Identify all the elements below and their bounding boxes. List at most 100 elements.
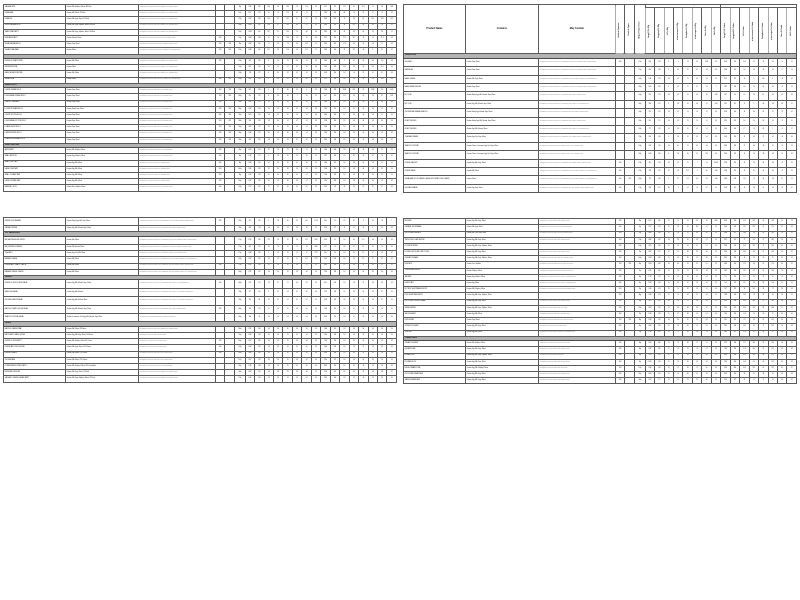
cell-perproduct-3: 9.4 bbox=[748, 166, 760, 177]
cell-may-contain: Not suitable for someone with a milk, mu… bbox=[537, 141, 616, 152]
cell-contains: Contains Milk, Wheat bbox=[64, 235, 139, 246]
cell-may-contain: Not suitable for someone with a celery, … bbox=[537, 74, 616, 85]
cell-vegan bbox=[224, 312, 236, 323]
section-label: BREAD ROLLS bbox=[3, 82, 397, 89]
cell-per100g-0: 1570 bbox=[644, 377, 656, 385]
cell-perproduct-5: 9.2 bbox=[367, 216, 379, 227]
cell-weight: 172g bbox=[634, 183, 646, 194]
cell-vegetarian bbox=[614, 150, 626, 160]
cell-perproduct-7: 9.2 bbox=[786, 74, 797, 85]
cell-vegan bbox=[624, 74, 636, 85]
cell-per100g-1: 181 bbox=[654, 125, 665, 135]
cell-weight: 193g bbox=[634, 116, 646, 127]
cell-may-contain: Not suitable for someone with a celery, … bbox=[137, 287, 216, 298]
cell-perproduct-4: 100 bbox=[758, 74, 769, 85]
cell-vegan bbox=[224, 235, 236, 246]
cell-perproduct-6: 9.9 bbox=[776, 91, 788, 101]
cell-per100g-7: 9.3 bbox=[710, 57, 722, 68]
cell-vegetarian bbox=[214, 235, 226, 246]
cell-perproduct-5: 9.4 bbox=[367, 235, 379, 246]
cell-per100g-1: 264 bbox=[254, 375, 265, 383]
cell-per100g-3: 9.7 bbox=[272, 279, 284, 289]
cell-may-contain: Not suitable for someone with a celery, … bbox=[137, 235, 216, 246]
cell-perproduct-6: 30 bbox=[776, 133, 788, 143]
cell-contains: Contains Soya, Wheat bbox=[464, 57, 539, 68]
header-nutrient-13: of which sugars Per Product bbox=[768, 7, 778, 54]
header-nutrient-9: Energy (kcal) Per Product bbox=[730, 7, 740, 54]
cell-per100g-2: 9 bbox=[263, 216, 275, 227]
cell-perproduct-1: 307 bbox=[729, 183, 741, 194]
cell-perproduct-0: 1870 bbox=[320, 375, 331, 383]
cell-per100g-0: 918 bbox=[644, 57, 656, 68]
cell-perproduct-6: 9.7 bbox=[376, 287, 388, 298]
cell-per100g-4: 17 bbox=[282, 279, 293, 289]
section-header-row: BREAD ROLLS bbox=[3, 82, 397, 89]
section-header-row: HOT SANDWICHES bbox=[3, 231, 397, 237]
cell-perproduct-5: 9.9 bbox=[367, 375, 379, 383]
cell-may-contain: Not suitable for someone with a celery, … bbox=[137, 296, 216, 306]
cell-vegetarian: YES bbox=[214, 304, 226, 315]
table-row: CHEESE PLOUGHMANS Contains Barley, Egg, M… bbox=[3, 216, 397, 227]
table-row: STEM GINGER BISCUIT Contains Sulphites, W… bbox=[403, 267, 797, 275]
cell-perproduct-3: 38 bbox=[748, 91, 760, 101]
cell-contains: Contains Egg, Soya, Wheat bbox=[464, 183, 539, 194]
cell-vegetarian: YES bbox=[614, 158, 626, 169]
cell-per100g-6: 9.1 bbox=[701, 158, 712, 169]
cell-vegetarian: YES bbox=[614, 377, 626, 385]
cell-contains: Contains Milk, Soya, Sulphites, Wheat, 1… bbox=[64, 375, 139, 383]
cell-contains: Contains Egg, Milk, Mustard, Soya, Wheat bbox=[464, 99, 539, 110]
cell-per100g-1: 207 bbox=[654, 108, 665, 118]
section-label: SWEET PASTRIES bbox=[3, 142, 397, 149]
cell-may-contain: Not suitable for someone with a nuts, su… bbox=[537, 377, 616, 385]
table-row: YUM YUM Contains Egg, Milk, Wheat Not suit… bbox=[403, 329, 797, 337]
table-gap bbox=[404, 193, 797, 219]
section-header-row: SALADS bbox=[3, 274, 397, 281]
cell-perproduct-0: 1285 bbox=[720, 116, 731, 127]
table-row: CHEESE STRAWS Contains Milk, Wheat, 27% C… bbox=[3, 350, 397, 358]
cell-contains: Contains Soya, Wheat bbox=[464, 83, 539, 93]
cell-per100g-6: 3.6 bbox=[701, 91, 712, 101]
cell-perproduct-5: 9.4 bbox=[767, 83, 779, 93]
cell-perproduct-4: 20 bbox=[358, 296, 369, 306]
cell-perproduct-3: 2.5 bbox=[748, 57, 760, 68]
cell-per100g-1: 234 bbox=[654, 158, 665, 169]
cell-vegan bbox=[624, 99, 636, 110]
cell-weight: 184g bbox=[634, 150, 646, 160]
cell-perproduct-7: 1.4 bbox=[786, 66, 797, 76]
cell-perproduct-7: 21 bbox=[786, 99, 797, 110]
cell-per100g-1: 212 bbox=[654, 99, 665, 110]
cell-per100g-4: 18 bbox=[682, 99, 693, 110]
cell-perproduct-4: 22 bbox=[758, 183, 769, 194]
cell-per100g-7: 9.88 bbox=[710, 91, 722, 101]
cell-per100g-5: 9 bbox=[691, 166, 703, 177]
cell-perproduct-3: 2.6 bbox=[748, 158, 760, 169]
cell-contains: Contains Crustaceans, Fish, Egg, Milk, M… bbox=[64, 312, 139, 323]
table-row: 6 WHITE SCOTCH ROLLS Contains Soya, Wheat… bbox=[3, 111, 397, 120]
cell-per100g-0: 886 bbox=[644, 99, 656, 110]
cell-per100g-3: 9.8 bbox=[672, 91, 684, 101]
cell-per100g-6: 9.6 bbox=[301, 375, 312, 383]
cell-contains: Contains Barley, Egg, Milk, Mustard, Soy… bbox=[464, 91, 539, 101]
cell-vegan bbox=[624, 66, 636, 76]
cell-perproduct-2: 17 bbox=[739, 99, 750, 110]
cell-perproduct-7: 1.7 bbox=[786, 125, 797, 135]
cell-perproduct-5: 9.3 bbox=[767, 166, 779, 177]
cell-perproduct-2: 9.8 bbox=[339, 296, 350, 306]
header-nutrient-10: Fat Per Product bbox=[739, 7, 750, 54]
cell-contains: Contains Barley, Egg, Mustard, Soya, Whe… bbox=[464, 108, 539, 118]
cell-perproduct-0: 1635 bbox=[320, 235, 331, 246]
cell-per100g-6: 9.1 bbox=[701, 83, 712, 93]
cell-per100g-2: 9.9 bbox=[263, 375, 275, 383]
cell-perproduct-7: 1 bbox=[386, 216, 397, 227]
cell-contains: Contains Barley, Egg, Milk, Mustard, Soy… bbox=[464, 116, 539, 127]
cell-per100g-0: 825 bbox=[244, 216, 256, 227]
cell-perproduct-3: 9.1 bbox=[348, 312, 360, 323]
cell-perproduct-5: 9.8 bbox=[767, 175, 779, 185]
cell-perproduct-3: 9.3 bbox=[348, 296, 360, 306]
cell-may-contain: Not suitable for someone with a celery, … bbox=[537, 166, 616, 177]
table-row: CHICKEN & BACON SALAD Contains Egg, Milk,… bbox=[3, 296, 397, 306]
cell-per100g-5: 9.1 bbox=[291, 296, 303, 306]
cell-perproduct-6: 28 bbox=[776, 108, 788, 118]
cell-per100g-3: 9 bbox=[672, 57, 684, 68]
